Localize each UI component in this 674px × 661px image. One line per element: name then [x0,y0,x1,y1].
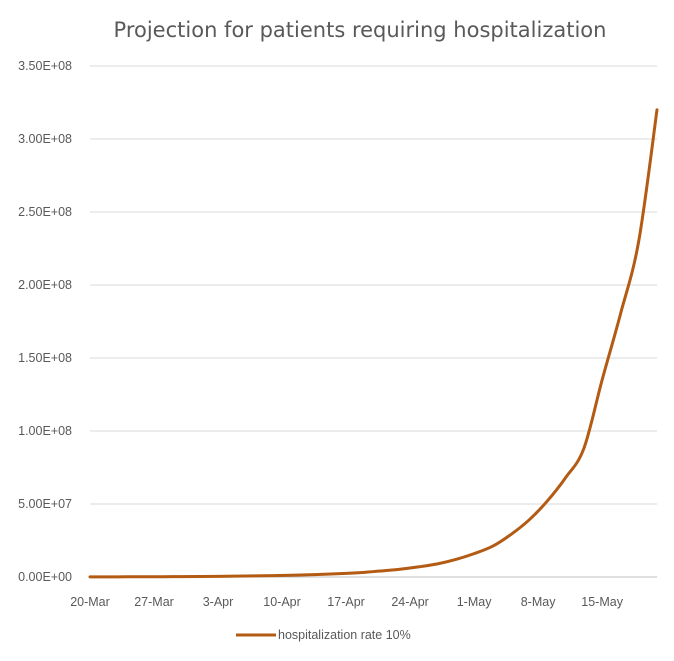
x-tick-label: 27-Mar [134,595,174,609]
y-tick-label: 2.50E+08 [18,205,72,219]
y-tick-label: 3.00E+08 [18,132,72,146]
gridlines [90,65,657,505]
y-tick-label: 0.00E+00 [18,570,72,584]
y-tick-label: 1.50E+08 [18,351,72,365]
y-axis-tick-labels: 0.00E+00 5.00E+07 1.00E+08 1.50E+08 2.00E+08… [18,59,72,584]
x-tick-label: 1-May [457,595,492,609]
legend: hospitalization rate 10% [236,628,411,642]
x-tick-label: 15-May [581,595,623,609]
x-axis-tick-labels: 20-Mar 27-Mar 3-Apr 10-Apr 17-Apr 24-Apr 1-May… [70,595,624,609]
y-tick-label: 5.00E+07 [18,497,72,511]
y-tick-label: 3.50E+08 [18,59,72,73]
chart-title: Projection for patients requiring hospit… [114,18,607,42]
x-tick-label: 24-Apr [391,595,429,609]
x-tick-label: 3-Apr [203,595,234,609]
y-tick-label: 2.00E+08 [18,278,72,292]
y-tick-label: 1.00E+08 [18,424,72,438]
series-line-hospitalization-rate [88,108,659,579]
x-tick-label: 20-Mar [70,595,110,609]
x-tick-label: 17-Apr [327,595,365,609]
x-tick-label: 10-Apr [263,595,301,609]
x-tick-label: 8-May [521,595,556,609]
legend-label: hospitalization rate 10% [278,628,411,642]
